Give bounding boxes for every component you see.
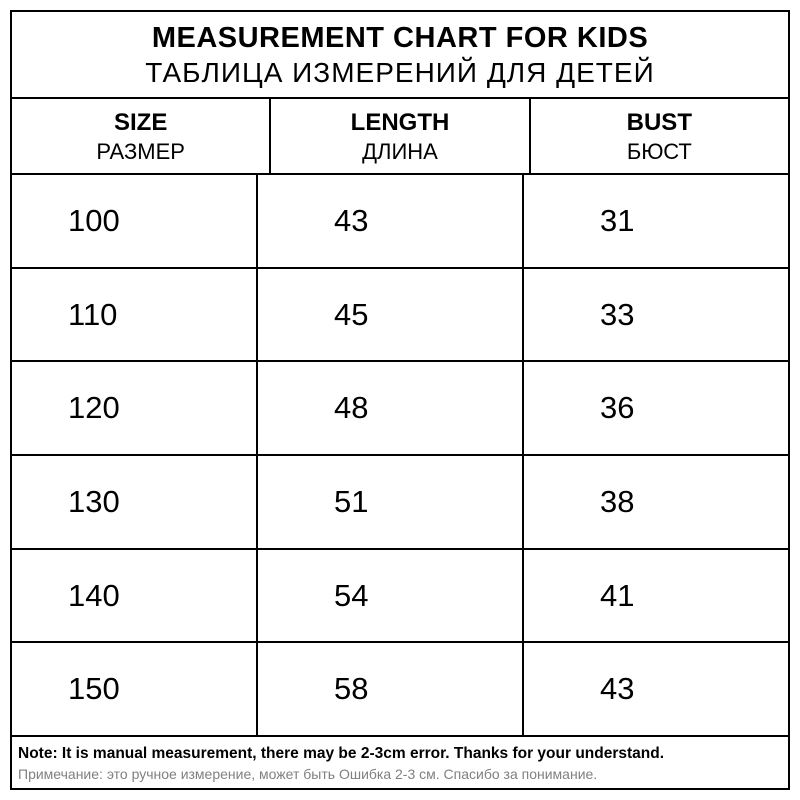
table-row: 100 43 31 bbox=[12, 175, 788, 269]
title-russian: ТАБЛИЦА ИЗМЕРЕНИЙ ДЛЯ ДЕТЕЙ bbox=[12, 57, 788, 89]
note-english: Note: It is manual measurement, there ma… bbox=[18, 745, 782, 763]
table-row: 110 45 33 bbox=[12, 269, 788, 363]
cell-size: 150 bbox=[12, 643, 258, 735]
cell-bust: 31 bbox=[524, 175, 788, 267]
header-bust: BUST БЮСТ bbox=[531, 99, 788, 173]
header-length: LENGTH ДЛИНА bbox=[271, 99, 530, 173]
cell-bust: 38 bbox=[524, 456, 788, 548]
cell-length: 43 bbox=[258, 175, 524, 267]
cell-length: 54 bbox=[258, 550, 524, 642]
cell-size: 140 bbox=[12, 550, 258, 642]
table-header-row: SIZE РАЗМЕР LENGTH ДЛИНА BUST БЮСТ bbox=[12, 99, 788, 175]
cell-bust: 43 bbox=[524, 643, 788, 735]
cell-length: 58 bbox=[258, 643, 524, 735]
note-russian: Примечание: это ручное измерение, может … bbox=[18, 766, 782, 782]
table-row: 140 54 41 bbox=[12, 550, 788, 644]
cell-length: 48 bbox=[258, 362, 524, 454]
cell-bust: 41 bbox=[524, 550, 788, 642]
title-section: MEASUREMENT CHART FOR KIDS ТАБЛИЦА ИЗМЕР… bbox=[12, 12, 788, 99]
table-row: 120 48 36 bbox=[12, 362, 788, 456]
header-length-ru: ДЛИНА bbox=[271, 139, 528, 165]
header-length-en: LENGTH bbox=[271, 109, 528, 137]
cell-size: 120 bbox=[12, 362, 258, 454]
header-size-en: SIZE bbox=[12, 109, 269, 137]
cell-bust: 36 bbox=[524, 362, 788, 454]
cell-size: 100 bbox=[12, 175, 258, 267]
table-row: 150 58 43 bbox=[12, 643, 788, 737]
header-size: SIZE РАЗМЕР bbox=[12, 99, 271, 173]
header-size-ru: РАЗМЕР bbox=[12, 139, 269, 165]
header-bust-ru: БЮСТ bbox=[531, 139, 788, 165]
cell-bust: 33 bbox=[524, 269, 788, 361]
cell-length: 51 bbox=[258, 456, 524, 548]
cell-length: 45 bbox=[258, 269, 524, 361]
table-row: 130 51 38 bbox=[12, 456, 788, 550]
cell-size: 130 bbox=[12, 456, 258, 548]
measurement-chart-container: MEASUREMENT CHART FOR KIDS ТАБЛИЦА ИЗМЕР… bbox=[10, 10, 790, 790]
header-bust-en: BUST bbox=[531, 109, 788, 137]
note-section: Note: It is manual measurement, there ma… bbox=[12, 737, 788, 788]
title-english: MEASUREMENT CHART FOR KIDS bbox=[12, 22, 788, 55]
cell-size: 110 bbox=[12, 269, 258, 361]
